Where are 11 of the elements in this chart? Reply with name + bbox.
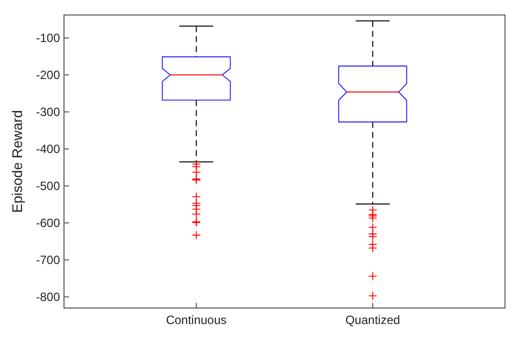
x-tick-label: Continuous	[166, 313, 227, 327]
y-tick-label: -100	[36, 31, 60, 46]
y-tick-label: -800	[36, 290, 60, 304]
x-tick-label: Quantized	[345, 313, 400, 327]
y-tick-label: -200	[36, 68, 60, 82]
y-tick-label: -700	[36, 253, 60, 268]
y-tick-label: -400	[36, 142, 60, 156]
y-axis-title: Episode Reward	[9, 110, 25, 213]
y-tick-label: -500	[36, 179, 60, 194]
y-tick-label: -600	[36, 216, 60, 230]
y-tick-label: -300	[36, 105, 60, 120]
